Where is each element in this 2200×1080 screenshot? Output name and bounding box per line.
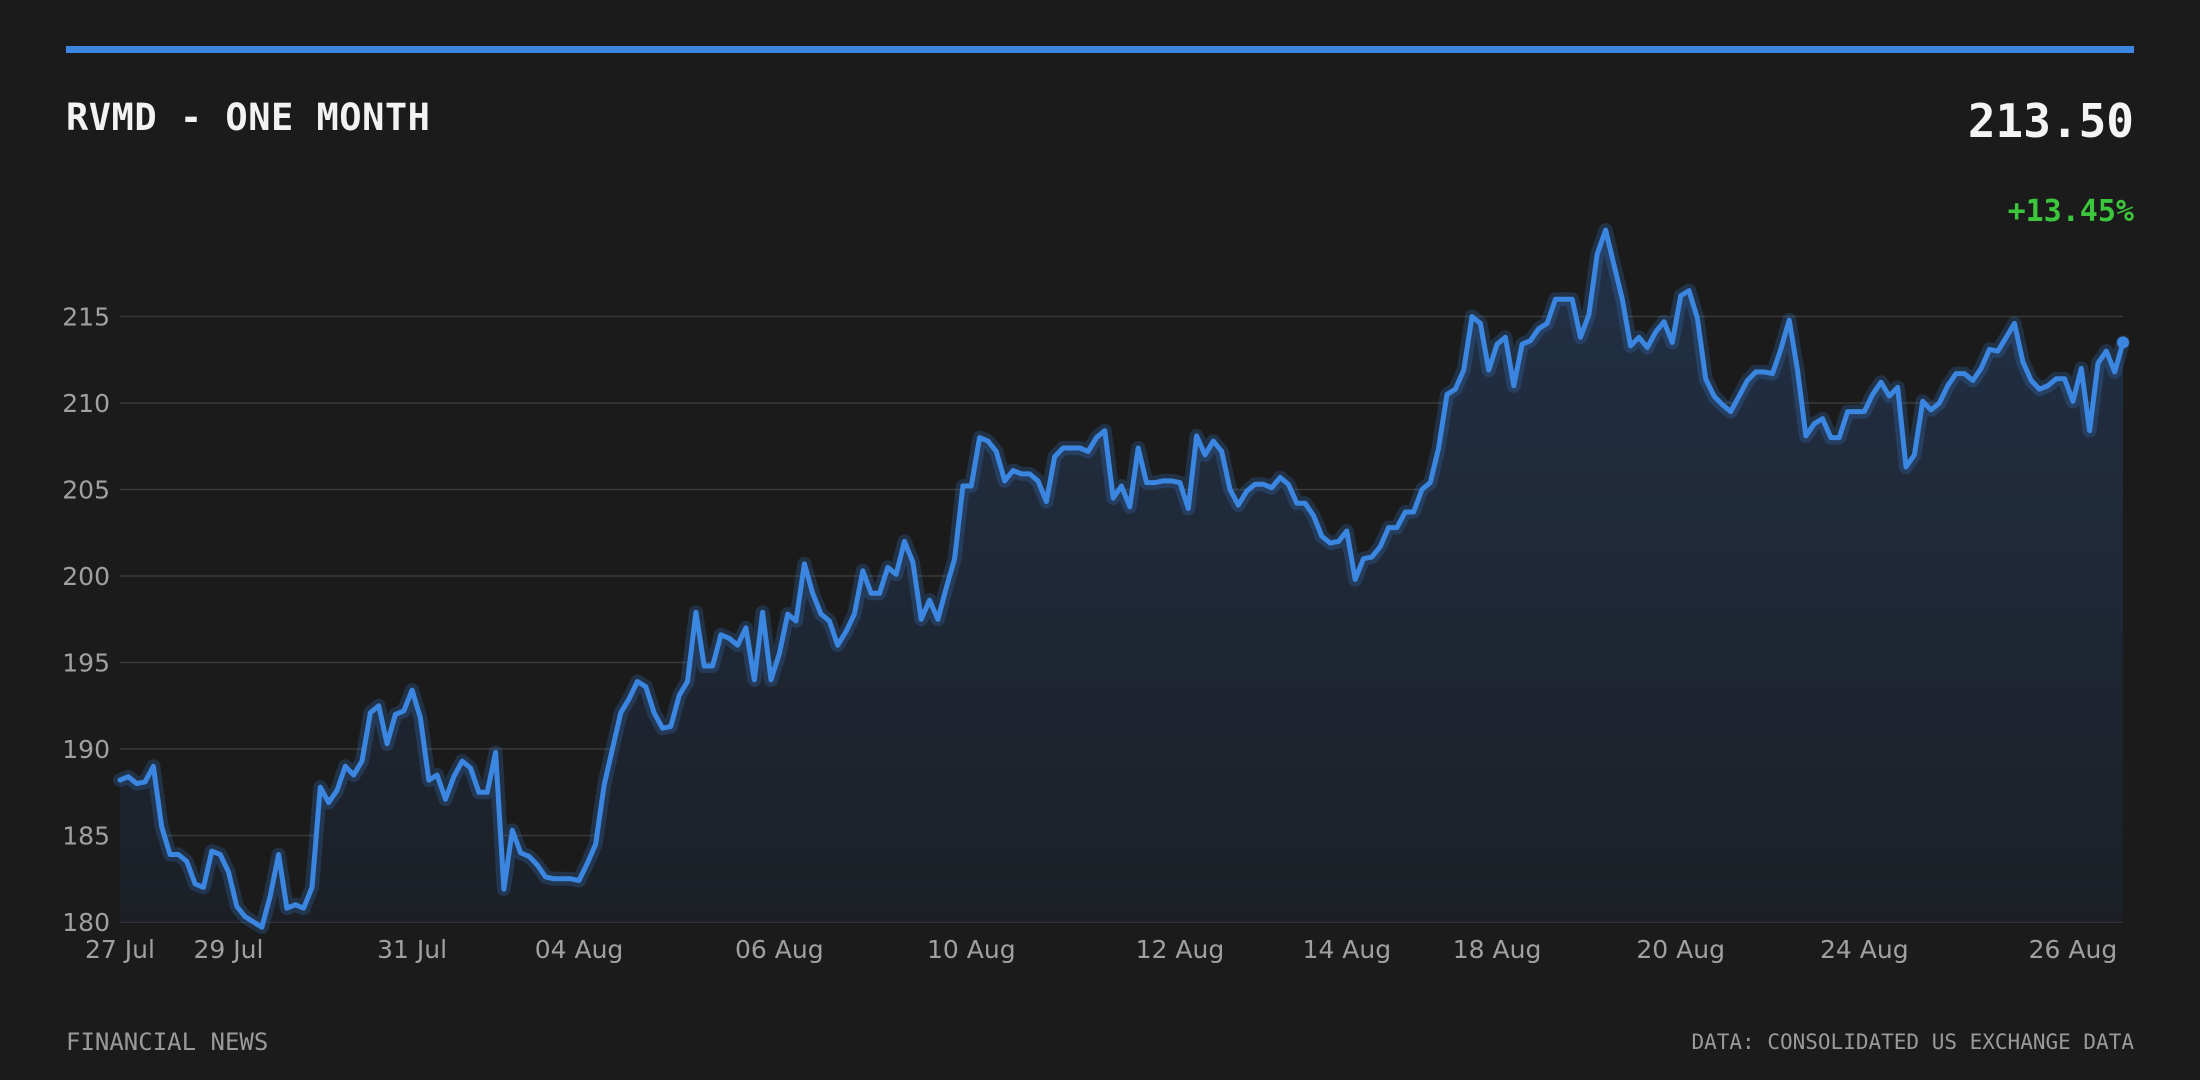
last-price-point [2117, 336, 2129, 349]
x-tick-label: 18 Aug [1453, 935, 1542, 964]
x-tick-label: 14 Aug [1303, 935, 1392, 964]
price-area-fill [120, 230, 2123, 928]
x-axis-ticks: 27 Jul 29 Jul 31 Jul 04 Aug 06 Aug 10 Aug 12 A… [85, 935, 2117, 964]
price-line [117, 227, 2126, 930]
y-tick-label: 200 [62, 562, 110, 591]
footer-source-label: FINANCIAL NEWS [66, 1028, 269, 1056]
y-tick-label: 215 [62, 303, 110, 332]
y-tick-label: 185 [62, 822, 110, 851]
x-tick-label: 10 Aug [927, 935, 1016, 964]
price-change-percent: +13.45% [2007, 194, 2134, 229]
footer-data-credit: DATA: CONSOLIDATED US EXCHANGE DATA [1691, 1030, 2134, 1054]
x-tick-label: 06 Aug [735, 935, 824, 964]
price-chart: 180 185 190 195 200 205 210 215 27 Jul 29 Jul 31 … [62, 223, 2130, 964]
current-price: 213.50 [1967, 94, 2134, 148]
y-tick-label: 210 [62, 389, 110, 418]
chart-title: RVMD - ONE MONTH [66, 96, 431, 139]
top-accent-rule [66, 46, 2134, 53]
x-tick-label: 26 Aug [2029, 935, 2118, 964]
x-tick-label: 12 Aug [1136, 935, 1225, 964]
x-tick-label: 20 Aug [1636, 935, 1725, 964]
y-tick-label: 205 [62, 476, 110, 505]
x-tick-label: 24 Aug [1820, 935, 1909, 964]
y-tick-label: 195 [62, 649, 110, 678]
x-tick-label: 31 Jul [377, 935, 447, 964]
y-tick-label: 190 [62, 735, 110, 764]
y-tick-label: 180 [62, 908, 110, 937]
x-tick-label: 04 Aug [535, 935, 624, 964]
y-axis-ticks: 180 185 190 195 200 205 210 215 [62, 303, 110, 938]
x-tick-label: 27 Jul [85, 935, 155, 964]
x-tick-label: 29 Jul [194, 935, 264, 964]
